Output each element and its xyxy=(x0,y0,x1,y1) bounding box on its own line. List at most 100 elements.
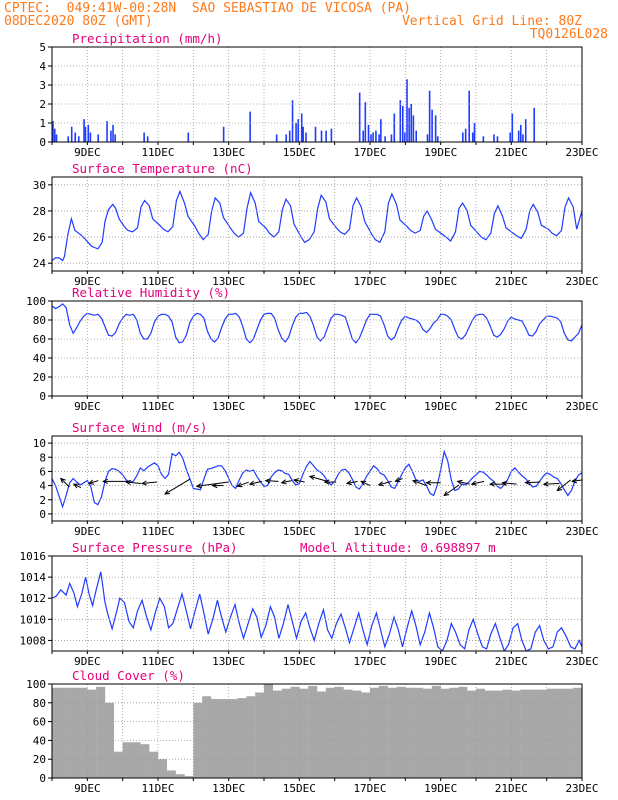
wind-arrow-head xyxy=(264,478,271,484)
x-tick-label: 13DEC xyxy=(212,525,245,538)
wind-arrow-head xyxy=(236,482,243,488)
precip-bar xyxy=(143,132,145,142)
wind-arrow-head xyxy=(425,480,432,486)
precip-bar xyxy=(67,136,69,142)
x-tick-label: 17DEC xyxy=(353,275,386,288)
precip-bar xyxy=(462,132,464,142)
cloud-bar xyxy=(440,688,450,778)
precip-bar xyxy=(55,134,58,142)
panel-frame xyxy=(51,435,583,522)
cloud-bar xyxy=(184,776,194,778)
cloud-bar xyxy=(131,742,141,778)
panel-frame xyxy=(51,300,583,397)
panel-subtitle: Model Altitude: 0.698897 m xyxy=(300,540,496,555)
x-tick-label: 19DEC xyxy=(424,275,457,288)
wind-arrow-head xyxy=(470,480,477,486)
cloud-bar xyxy=(387,687,397,778)
precip-bar xyxy=(305,132,307,142)
x-tick-label: 9DEC xyxy=(74,525,101,538)
cloud-bar xyxy=(414,687,424,778)
cloud-bar xyxy=(308,685,318,778)
y-tick-label: 0 xyxy=(39,136,46,149)
x-tick-label: 15DEC xyxy=(283,782,316,795)
x-tick-label: 15DEC xyxy=(283,146,316,159)
y-tick-label: 80 xyxy=(33,697,46,710)
precip-bar xyxy=(288,130,291,142)
cloud-bar xyxy=(370,687,380,778)
y-tick-label: 24 xyxy=(33,257,47,270)
cloud-bar xyxy=(255,692,265,778)
x-tick-label: 17DEC xyxy=(353,525,386,538)
x-tick-label: 11DEC xyxy=(141,525,174,538)
wind-arrow-head xyxy=(292,478,299,484)
precip-bar xyxy=(330,128,333,142)
wind-arrow-shaft xyxy=(126,481,142,484)
cloud-bar xyxy=(458,686,468,778)
x-tick-label: 11DEC xyxy=(141,400,174,413)
precip-bar xyxy=(187,132,190,142)
x-tick-label: 9DEC xyxy=(74,146,101,159)
precip-bar xyxy=(367,124,370,142)
x-tick-label: 19DEC xyxy=(424,400,457,413)
cloud-bar xyxy=(175,774,185,778)
y-tick-label: 26 xyxy=(33,231,46,244)
y-tick-label: 0 xyxy=(39,390,46,403)
x-tick-label: 19DEC xyxy=(424,525,457,538)
precip-bar xyxy=(375,130,377,142)
wind-arrow-shaft xyxy=(265,480,279,482)
cloud-bar xyxy=(431,685,441,778)
wind-arrow-head xyxy=(195,483,202,489)
precip-bar xyxy=(110,130,112,142)
precip-bar xyxy=(285,134,287,142)
wind-arrow-head xyxy=(488,481,495,487)
precip-bar xyxy=(372,132,374,142)
x-tick-label: 9DEC xyxy=(74,400,101,413)
y-tick-label: 60 xyxy=(33,716,46,729)
wind-arrow-shaft xyxy=(293,479,305,483)
precip-bar xyxy=(362,130,365,142)
y-tick-label: 100 xyxy=(26,678,46,691)
wind-arrow-head xyxy=(443,490,450,497)
precip-bar xyxy=(401,105,404,142)
precip-bar xyxy=(482,136,485,142)
precip-bar xyxy=(70,126,73,142)
cloud-bar xyxy=(52,687,62,778)
x-tick-label: 23DEC xyxy=(565,782,598,795)
wind-arrow-shaft xyxy=(412,480,427,487)
precip-bar xyxy=(97,134,100,142)
cloud-bar xyxy=(317,691,327,778)
wind-arrow-shaft xyxy=(237,481,249,487)
wind-arrow-shaft xyxy=(360,480,371,487)
wind-arrow-shaft xyxy=(378,480,392,486)
precip-bar xyxy=(431,109,433,142)
precip-bar xyxy=(84,126,87,142)
cloud-bar xyxy=(334,686,344,778)
cloud-bar xyxy=(78,687,88,778)
wind-arrow-shaft xyxy=(281,480,292,484)
y-tick-label: 20 xyxy=(33,753,46,766)
wind-arrow-shaft xyxy=(395,478,403,482)
y-tick-label: 1010 xyxy=(20,613,47,626)
precip-bar xyxy=(364,102,367,142)
cloud-bar xyxy=(529,689,539,778)
wind-arrow-head xyxy=(360,480,367,486)
precip-bar xyxy=(380,119,382,142)
x-tick-label: 21DEC xyxy=(495,655,528,668)
cloud-bar xyxy=(140,744,150,778)
panel-title: Surface Temperature (nC) xyxy=(72,161,253,176)
y-tick-label: 1012 xyxy=(20,592,47,605)
x-tick-label: 21DEC xyxy=(495,525,528,538)
wind-arrow-shaft xyxy=(556,479,572,491)
wind-arrow-shaft xyxy=(346,480,358,484)
precip-bar xyxy=(408,107,410,142)
x-tick-label: 9DEC xyxy=(74,655,101,668)
precip-bar xyxy=(358,92,361,142)
wind-arrow-head xyxy=(102,478,108,484)
wind-arrow-shaft xyxy=(142,481,157,484)
cloud-bar xyxy=(502,689,512,778)
wind-arrow-shaft xyxy=(164,478,191,495)
precip-bar xyxy=(370,134,372,142)
cloud-bar xyxy=(493,690,503,778)
x-tick-label: 19DEC xyxy=(424,655,457,668)
x-tick-label: 13DEC xyxy=(212,655,245,668)
